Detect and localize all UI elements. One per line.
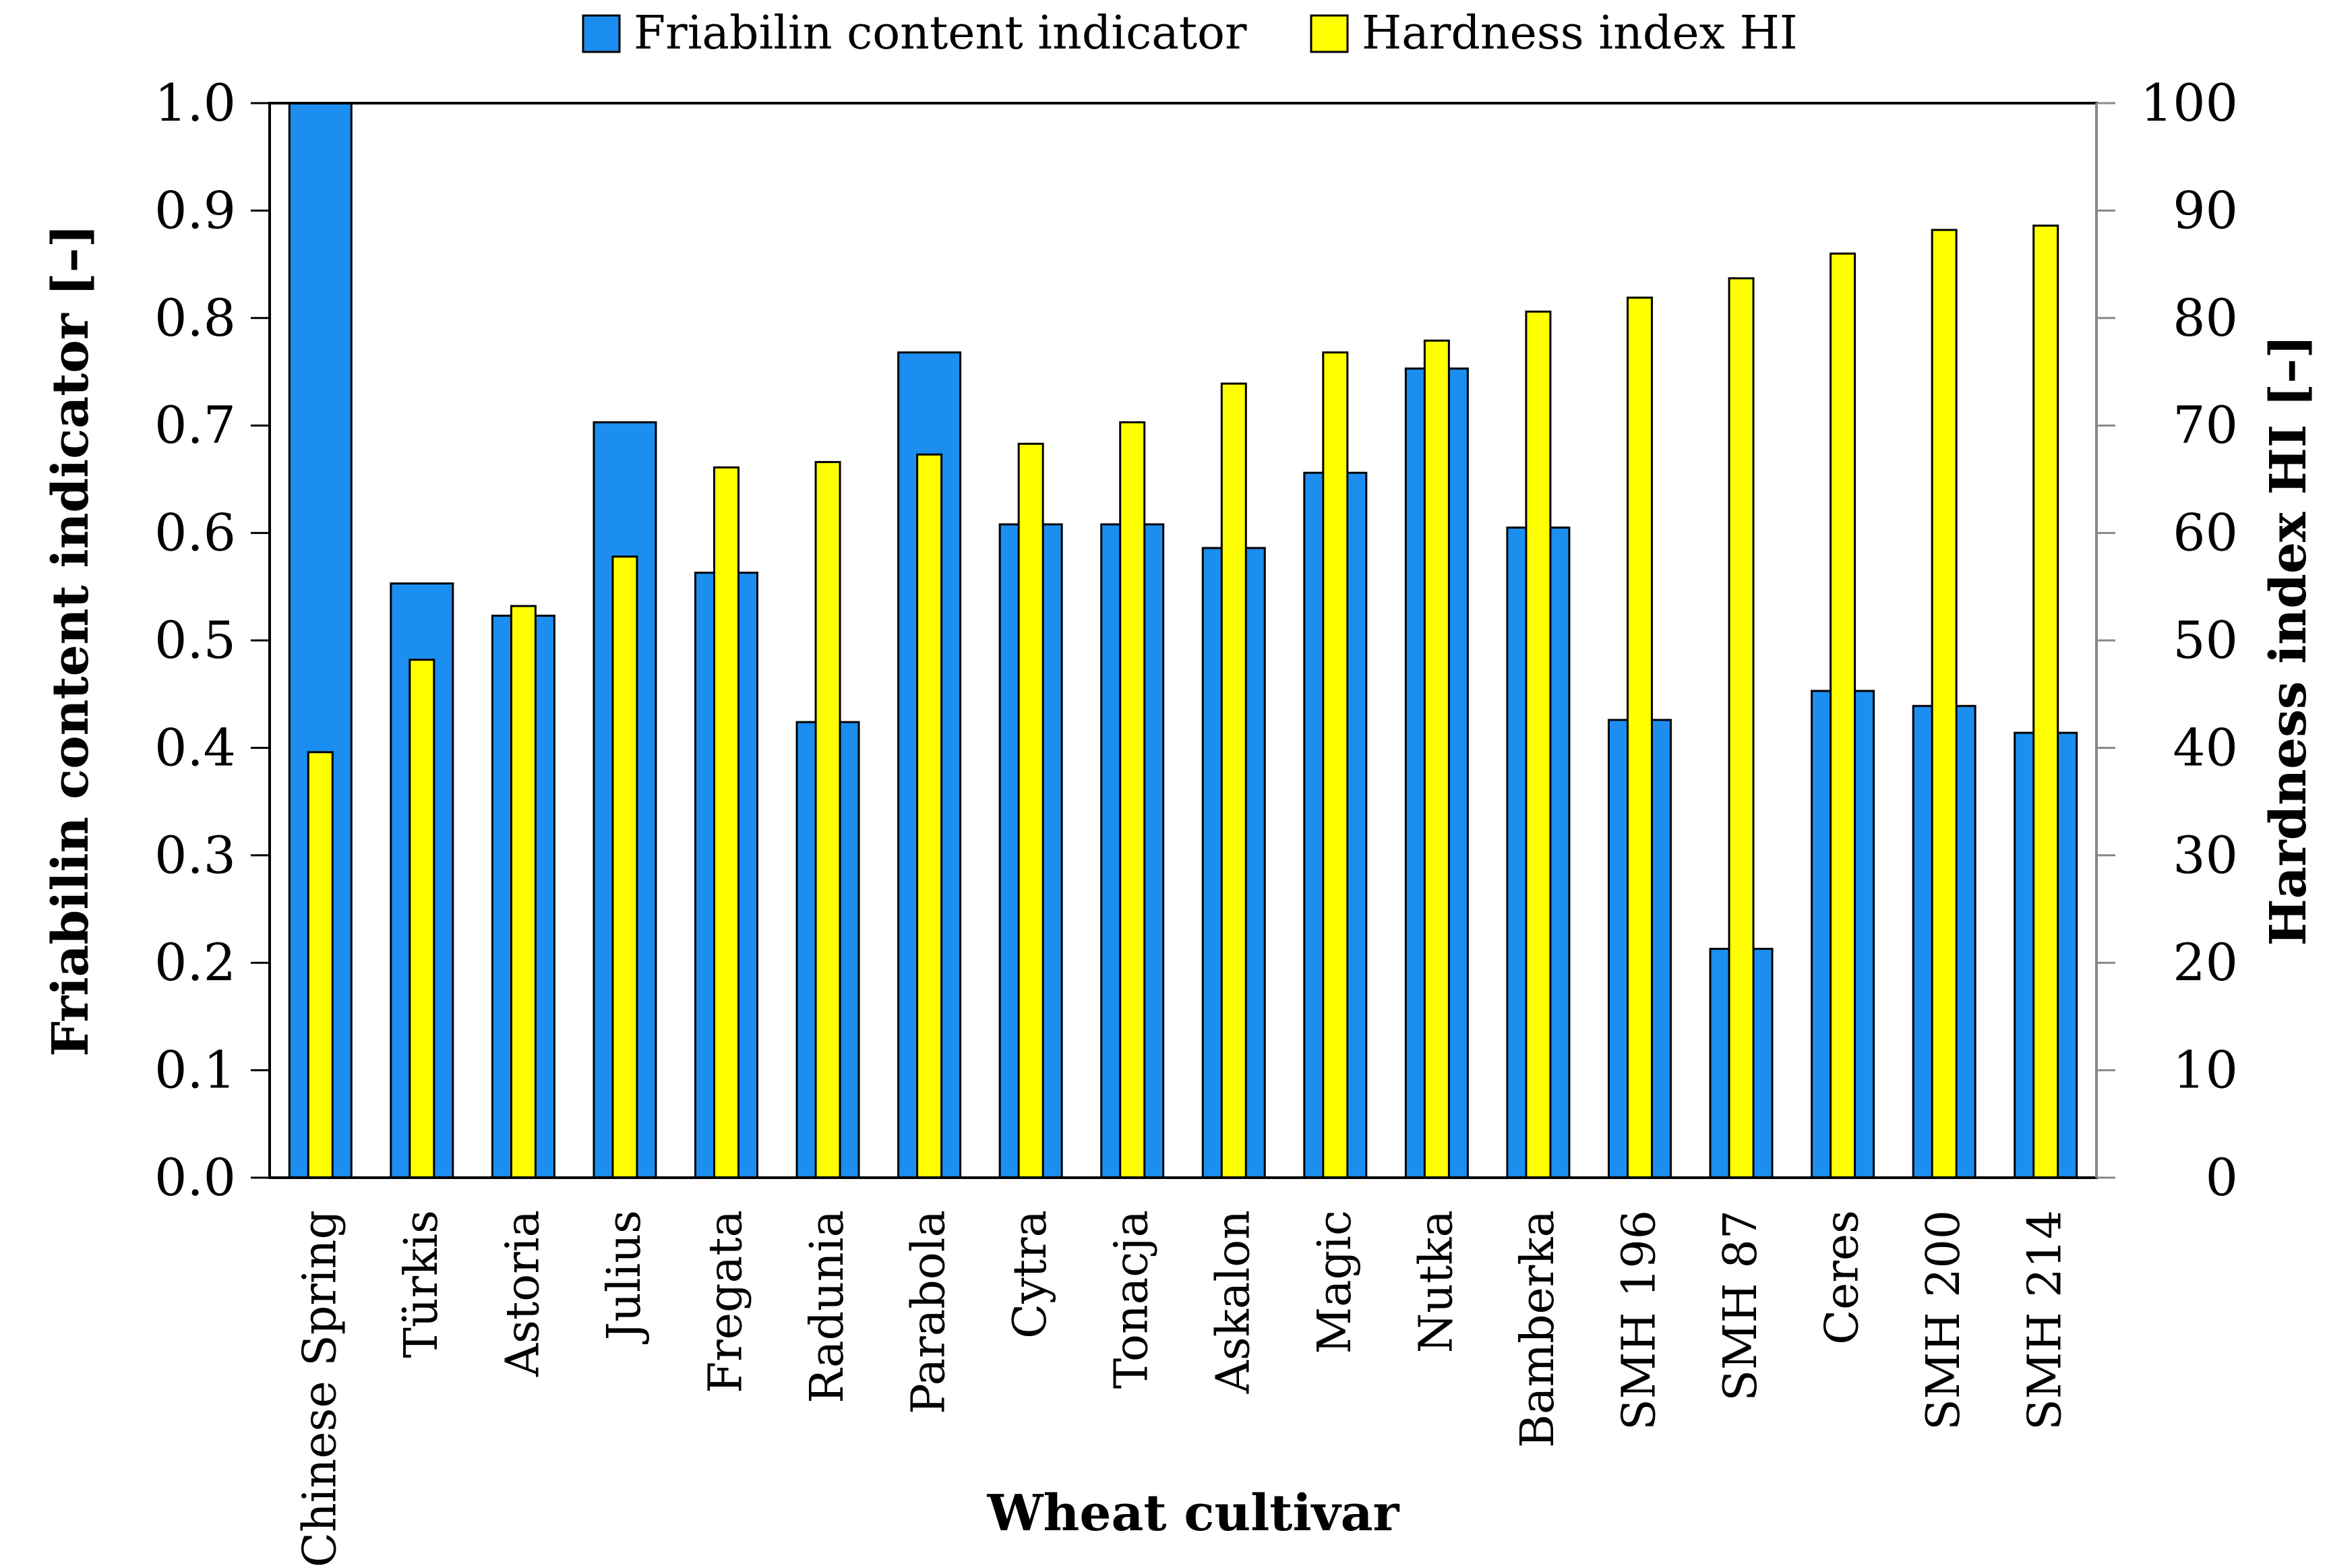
bar-hardness <box>1322 351 1349 1179</box>
legend-swatch-hardness <box>1310 14 1349 53</box>
x-tick-label: Julius <box>598 1210 651 1344</box>
y-tick-label: 0.9 <box>154 180 236 240</box>
y2-tick-label: 50 <box>2173 610 2238 670</box>
y-tick-label: 0.0 <box>154 1147 236 1207</box>
bar-hardness <box>307 751 334 1179</box>
x-tick-label: Cytra <box>1004 1210 1057 1339</box>
x-tick-label: Magic <box>1308 1210 1362 1354</box>
bar-hardness <box>1728 277 1755 1179</box>
axis-ticks: 0.0 0 0.1 10 0.2 20 0.3 30 0.4 40 0.5 50 0.6 60 0.7 70 0… <box>154 73 2238 1207</box>
x-tick-label: Fregata <box>700 1210 753 1393</box>
y-tick-label: 0.2 <box>154 932 236 992</box>
y-tick-label: 1.0 <box>154 73 236 133</box>
y2-tick-label: 0 <box>2206 1147 2238 1207</box>
x-tick-label: Ceres <box>1816 1210 1869 1345</box>
x-tick-label: Chinese Spring <box>293 1210 346 1567</box>
bar-hardness <box>1220 382 1247 1179</box>
y2-tick-label: 60 <box>2173 503 2238 563</box>
x-tick-label: Parabola <box>903 1210 956 1414</box>
bar-hardness <box>713 466 739 1179</box>
y2-tick-label: 30 <box>2173 825 2238 885</box>
y-tick-label: 0.8 <box>154 288 236 348</box>
legend-label-hardness: Hardness index HI <box>1362 7 1798 60</box>
bar-hardness <box>1423 339 1450 1179</box>
y2-tick-label: 40 <box>2173 717 2238 777</box>
legend-swatch-friabilin <box>582 14 621 53</box>
x-axis-title: Wheat cultivar <box>986 1484 1399 1542</box>
y-tick-label: 0.3 <box>154 825 236 885</box>
x-tick-label: Nutka <box>1410 1210 1463 1353</box>
y2-axis-title: Hardness index HI [–] <box>2260 335 2318 946</box>
x-tick-label: Tonacja <box>1106 1210 1159 1389</box>
bar-hardness <box>1931 229 1958 1179</box>
x-tick-label: Askalon <box>1207 1210 1260 1394</box>
bar-hardness <box>510 605 537 1179</box>
legend-label-friabilin: Friabilin content indicator <box>634 7 1247 60</box>
y-tick-label: 0.5 <box>154 610 236 670</box>
y-tick-label: 0.6 <box>154 503 236 563</box>
bar-hardness <box>916 453 943 1179</box>
x-tick-label: Türkis <box>395 1210 448 1358</box>
y-tick-label: 0.1 <box>154 1040 236 1100</box>
bar-hardness <box>611 555 638 1179</box>
y-tick-label: 0.4 <box>154 717 236 777</box>
y2-tick-label: 80 <box>2173 288 2238 348</box>
bar-hardness <box>2032 224 2059 1179</box>
x-tick-label: SMH 196 <box>1613 1210 1666 1430</box>
y-tick-label: 0.7 <box>154 395 236 455</box>
y2-tick-label: 10 <box>2173 1040 2238 1100</box>
x-tick-label: SMH 87 <box>1714 1210 1767 1401</box>
x-tick-label: Bamberka <box>1511 1210 1565 1448</box>
bar-hardness <box>1119 421 1146 1179</box>
y-axis-title: Friabilin content indicator [–] <box>42 224 100 1056</box>
bar-hardness <box>1830 252 1856 1179</box>
bars: Chinese Spring Türkis Astoria Julius Fregata… <box>288 102 2078 1567</box>
x-tick-label: SMH 214 <box>2019 1210 2072 1430</box>
x-tick-label: SMH 200 <box>1917 1210 1970 1430</box>
bar-hardness <box>1525 310 1552 1179</box>
bar-hardness <box>409 659 435 1179</box>
x-tick-label: Radunia <box>801 1210 854 1404</box>
x-tick-label: Astoria <box>496 1210 549 1377</box>
bar-hardness <box>1017 442 1044 1179</box>
y2-tick-label: 90 <box>2173 180 2238 240</box>
y2-tick-label: 20 <box>2173 932 2238 992</box>
legend: Friabilin content indicator Hardness ind… <box>582 7 1798 60</box>
bar-hardness <box>814 460 841 1179</box>
y2-tick-label: 70 <box>2173 395 2238 455</box>
y2-tick-label: 100 <box>2140 73 2238 133</box>
bar-hardness <box>1627 297 1653 1179</box>
